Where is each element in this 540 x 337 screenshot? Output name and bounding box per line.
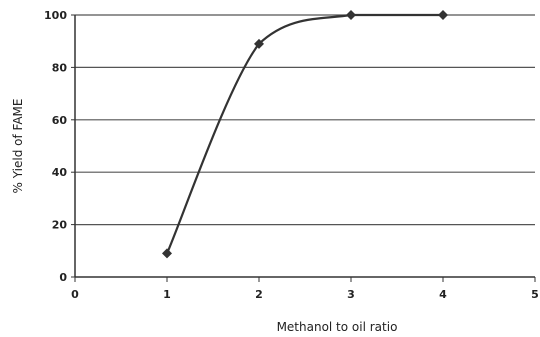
data-point-3 [346, 10, 356, 20]
x-axis-title: Methanol to oil ratio [277, 320, 398, 334]
y-axis-title: % Yield of FAME [11, 99, 25, 194]
y-tick-label-100: 100 [44, 9, 67, 22]
x-tick-label-0: 0 [71, 288, 79, 301]
axes [71, 14, 536, 282]
data-point-4 [438, 10, 448, 20]
y-tick-label-0: 0 [59, 271, 67, 284]
data-point-1 [162, 248, 172, 259]
y-tick-label-40: 40 [52, 166, 68, 179]
x-tick-label-3: 3 [347, 288, 355, 301]
series-layer [162, 10, 448, 259]
gridlines [75, 14, 535, 226]
data-point-2 [254, 38, 264, 49]
x-tick-label-4: 4 [439, 288, 447, 301]
series-line-0 [165, 13, 443, 254]
y-tick-label-80: 80 [52, 61, 68, 74]
x-tick-label-5: 5 [531, 288, 539, 301]
x-tick-label-1: 1 [163, 288, 171, 301]
x-tick-label-2: 2 [255, 288, 263, 301]
y-tick-label-60: 60 [52, 114, 68, 127]
y-tick-label-20: 20 [52, 219, 68, 232]
tick-labels: 0 20 40 60 80 100 0 1 2 3 4 5 [44, 9, 539, 301]
